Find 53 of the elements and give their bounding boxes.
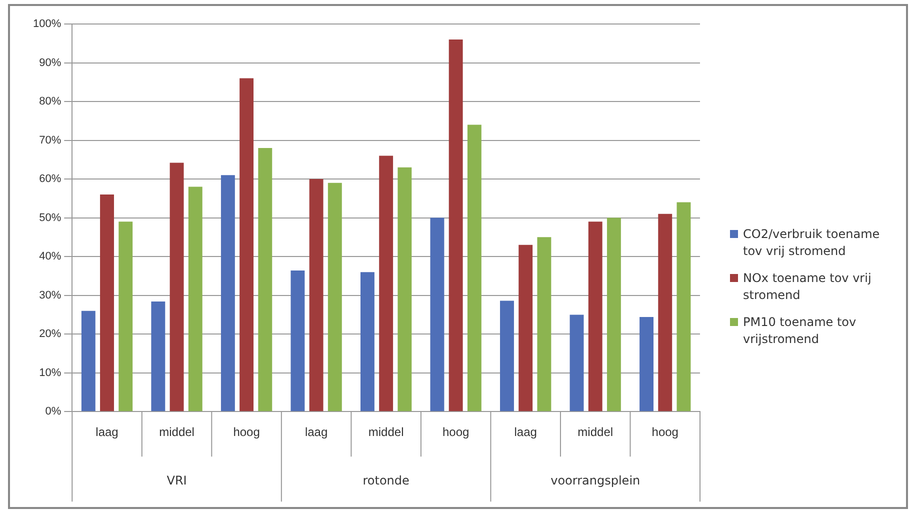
bar	[258, 148, 272, 412]
bar	[658, 214, 672, 412]
bar	[328, 182, 342, 412]
y-tick-label: 80%	[39, 96, 62, 108]
bar	[606, 218, 621, 412]
bar	[448, 40, 463, 412]
bar	[676, 202, 691, 412]
x-tick-label: laag	[514, 425, 537, 440]
bar	[430, 218, 444, 412]
bar	[640, 317, 654, 412]
bar	[588, 222, 602, 412]
bar	[467, 124, 482, 412]
x-tick-label: hoog	[233, 425, 260, 440]
bar	[151, 302, 166, 412]
bar	[500, 300, 514, 412]
text: rotonde	[362, 474, 410, 488]
bar	[188, 186, 202, 412]
y-tick-label: 90%	[39, 56, 62, 69]
y-tick-label: 0%	[45, 406, 62, 418]
x-tick-label: middel	[368, 425, 404, 440]
y-tick-label: 100%	[32, 18, 62, 30]
y-tick-label: 30%	[39, 289, 62, 302]
y-tick-label: 10%	[39, 366, 62, 379]
y-tick-label: 50%	[39, 212, 62, 224]
bar	[118, 222, 133, 412]
bar	[360, 272, 374, 412]
y-tick-label: 70%	[39, 134, 62, 146]
bar	[81, 310, 96, 412]
y-tick-label: 20%	[39, 328, 62, 340]
x-tick-label: middel	[578, 425, 614, 440]
legend-label: PM10 toename tov vrijstromend	[743, 314, 858, 348]
x-tick-label: hoog	[442, 425, 470, 440]
bar	[537, 237, 552, 412]
bar	[290, 270, 305, 412]
bar	[240, 78, 254, 412]
y-tick-label: 40%	[39, 250, 62, 263]
legend-label: CO2/verbruik toename tov vrij stromend	[743, 226, 881, 260]
bar	[170, 162, 184, 412]
y-tick-label: 60%	[39, 173, 62, 186]
bar	[570, 314, 584, 412]
bar	[518, 244, 533, 412]
text: VRI	[166, 474, 187, 488]
bar	[309, 179, 324, 412]
bar	[100, 194, 114, 412]
bar	[220, 175, 235, 412]
text: voorrangsplein	[550, 474, 640, 488]
bar	[398, 167, 412, 412]
x-tick-label: laag	[304, 425, 328, 440]
x-tick-label: middel	[159, 425, 194, 440]
x-tick-label: hoog	[652, 425, 678, 440]
x-tick-label: laag	[96, 425, 118, 440]
legend-label: NOx toename tov vrij stromend	[743, 270, 872, 304]
bar	[379, 156, 394, 412]
